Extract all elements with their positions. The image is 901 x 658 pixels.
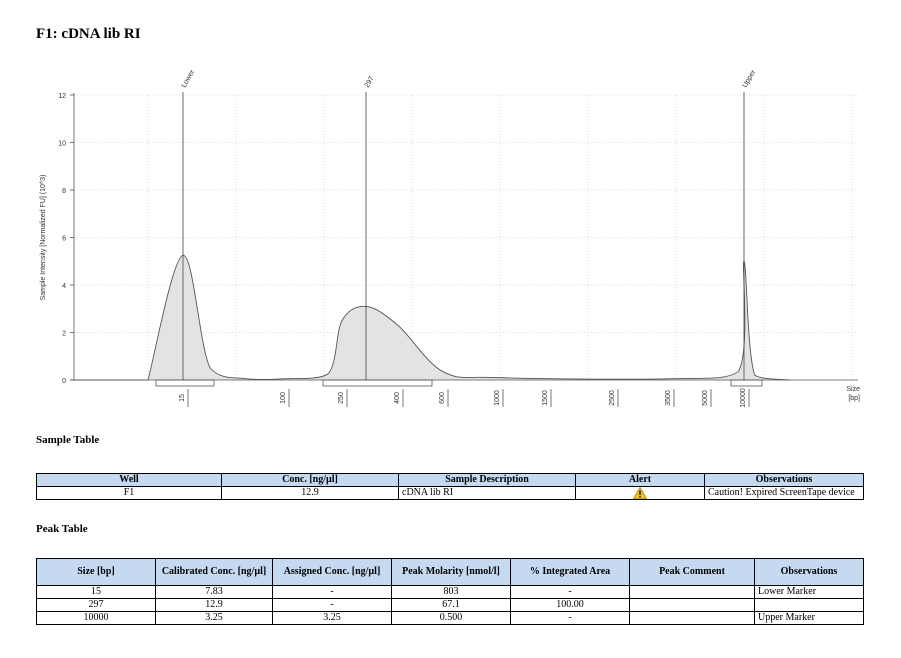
peak-marker-label: Lower bbox=[181, 68, 197, 89]
calibrated-conc-cell: 12.9 bbox=[155, 598, 273, 612]
x-tick-label: 100 bbox=[280, 392, 287, 404]
x-tick-label: 400 bbox=[394, 392, 401, 404]
col-header-conc: Conc. [ng/µl] bbox=[221, 473, 399, 487]
col-header-calibrated-conc: Calibrated Conc. [ng/µl] bbox=[155, 558, 273, 586]
peak-molarity-cell: 0.500 bbox=[391, 611, 511, 625]
peak-table: Size [bp] Calibrated Conc. [ng/µl] Assig… bbox=[36, 558, 864, 625]
peak-molarity-cell: 67.1 bbox=[391, 598, 511, 612]
table-row[interactable]: 297 12.9 - 67.1 100.00 bbox=[36, 598, 864, 612]
size-cell: 15 bbox=[36, 585, 156, 599]
integrated-area-cell: 100.00 bbox=[510, 598, 630, 612]
integrated-area-cell: - bbox=[510, 585, 630, 599]
sample-table: Well Conc. [ng/µl] Sample Description Al… bbox=[36, 473, 864, 501]
size-cell: 10000 bbox=[36, 611, 156, 625]
y-tick-label: 2 bbox=[62, 331, 66, 338]
observations-cell bbox=[754, 598, 864, 612]
peak-comment-cell bbox=[629, 598, 755, 612]
col-header-size: Size [bp] bbox=[36, 558, 156, 586]
peak-comment-cell bbox=[629, 585, 755, 599]
y-tick-label: 4 bbox=[62, 283, 66, 290]
y-tick-label: 12 bbox=[58, 93, 66, 100]
col-header-observations: Observations bbox=[704, 473, 864, 487]
axis-label-layer: 0 2 4 6 8 10 12 Sample Intensity [Normalized FU… bbox=[40, 93, 860, 408]
y-tick-label: 8 bbox=[62, 188, 66, 195]
integrated-area-cell: - bbox=[510, 611, 630, 625]
peak-marker-layer: Lower 297 Upper bbox=[181, 68, 758, 380]
integration-region bbox=[322, 379, 433, 387]
table-row[interactable]: 10000 3.25 3.25 0.500 - Upper Marker bbox=[36, 611, 864, 625]
assigned-conc-cell: - bbox=[272, 585, 392, 599]
axis-layer bbox=[70, 93, 858, 407]
col-header-well: Well bbox=[36, 473, 222, 487]
x-axis-label: [bp] bbox=[848, 395, 860, 402]
electropherogram-chart: Lower 297 Upper 0 2 4 6 8 10 12 Sample Intensity … bbox=[40, 68, 860, 408]
integration-region bbox=[155, 379, 215, 387]
calibrated-conc-cell: 7.83 bbox=[155, 585, 273, 599]
assigned-conc-cell: - bbox=[272, 598, 392, 612]
integration-region bbox=[730, 379, 763, 387]
sample-table-header-row: Well Conc. [ng/µl] Sample Description Al… bbox=[36, 473, 864, 487]
col-header-peak-comment: Peak Comment bbox=[629, 558, 755, 586]
x-tick-label: 10000 bbox=[740, 388, 747, 408]
observations-cell: Caution! Expired ScreenTape device bbox=[704, 485, 864, 501]
page-title: F1: cDNA lib RI bbox=[36, 26, 141, 42]
col-header-observations: Observations bbox=[754, 558, 864, 586]
x-tick-label: 3500 bbox=[665, 390, 672, 406]
col-header-assigned-conc: Assigned Conc. [ng/µl] bbox=[272, 558, 392, 586]
x-tick-label: 250 bbox=[338, 392, 345, 404]
table-row[interactable]: F1 12.9 cDNA lib RI Caution! Expired Scr… bbox=[36, 485, 864, 501]
x-tick-label: 600 bbox=[439, 392, 446, 404]
peak-molarity-cell: 803 bbox=[391, 585, 511, 599]
y-tick-label: 0 bbox=[62, 378, 66, 385]
col-header-alert: Alert bbox=[575, 473, 705, 487]
x-tick-label: 1000 bbox=[494, 390, 501, 406]
col-header-description: Sample Description bbox=[398, 473, 576, 487]
sample-table-title: Sample Table bbox=[36, 434, 100, 446]
description-cell: cDNA lib RI bbox=[398, 485, 576, 501]
peak-fill-layer bbox=[70, 254, 791, 387]
col-header-integrated-area: % Integrated Area bbox=[510, 558, 630, 586]
grid-layer bbox=[74, 94, 858, 380]
x-tick-label: 5000 bbox=[702, 390, 709, 406]
peak-marker-label: Upper bbox=[742, 68, 758, 89]
peak-table-title: Peak Table bbox=[36, 523, 88, 535]
x-tick-label: 2500 bbox=[609, 390, 616, 406]
observations-cell: Upper Marker bbox=[754, 611, 864, 625]
observations-cell: Lower Marker bbox=[754, 585, 864, 599]
well-cell: F1 bbox=[36, 485, 222, 501]
x-axis-label: Size bbox=[846, 386, 860, 393]
y-tick-label: 10 bbox=[58, 141, 66, 148]
col-header-peak-molarity: Peak Molarity [nmol/l] bbox=[391, 558, 511, 586]
trace-line bbox=[147, 254, 791, 381]
size-cell: 297 bbox=[36, 598, 156, 612]
table-row[interactable]: 15 7.83 - 803 - Lower Marker bbox=[36, 585, 864, 599]
alert-cell bbox=[575, 485, 705, 501]
y-tick-label: 6 bbox=[62, 236, 66, 243]
calibrated-conc-cell: 3.25 bbox=[155, 611, 273, 625]
assigned-conc-cell: 3.25 bbox=[272, 611, 392, 625]
peak-table-header-row: Size [bp] Calibrated Conc. [ng/µl] Assig… bbox=[36, 558, 864, 586]
x-tick-label: 15 bbox=[179, 394, 186, 402]
y-axis-label: Sample Intensity [Normalized FU] (10^3) bbox=[40, 175, 47, 301]
peak-comment-cell bbox=[629, 611, 755, 625]
peak-marker-label: 297 bbox=[364, 75, 376, 89]
conc-cell: 12.9 bbox=[221, 485, 399, 501]
warning-icon bbox=[633, 487, 647, 499]
trace-area bbox=[148, 255, 790, 380]
x-tick-label: 1500 bbox=[542, 390, 549, 406]
